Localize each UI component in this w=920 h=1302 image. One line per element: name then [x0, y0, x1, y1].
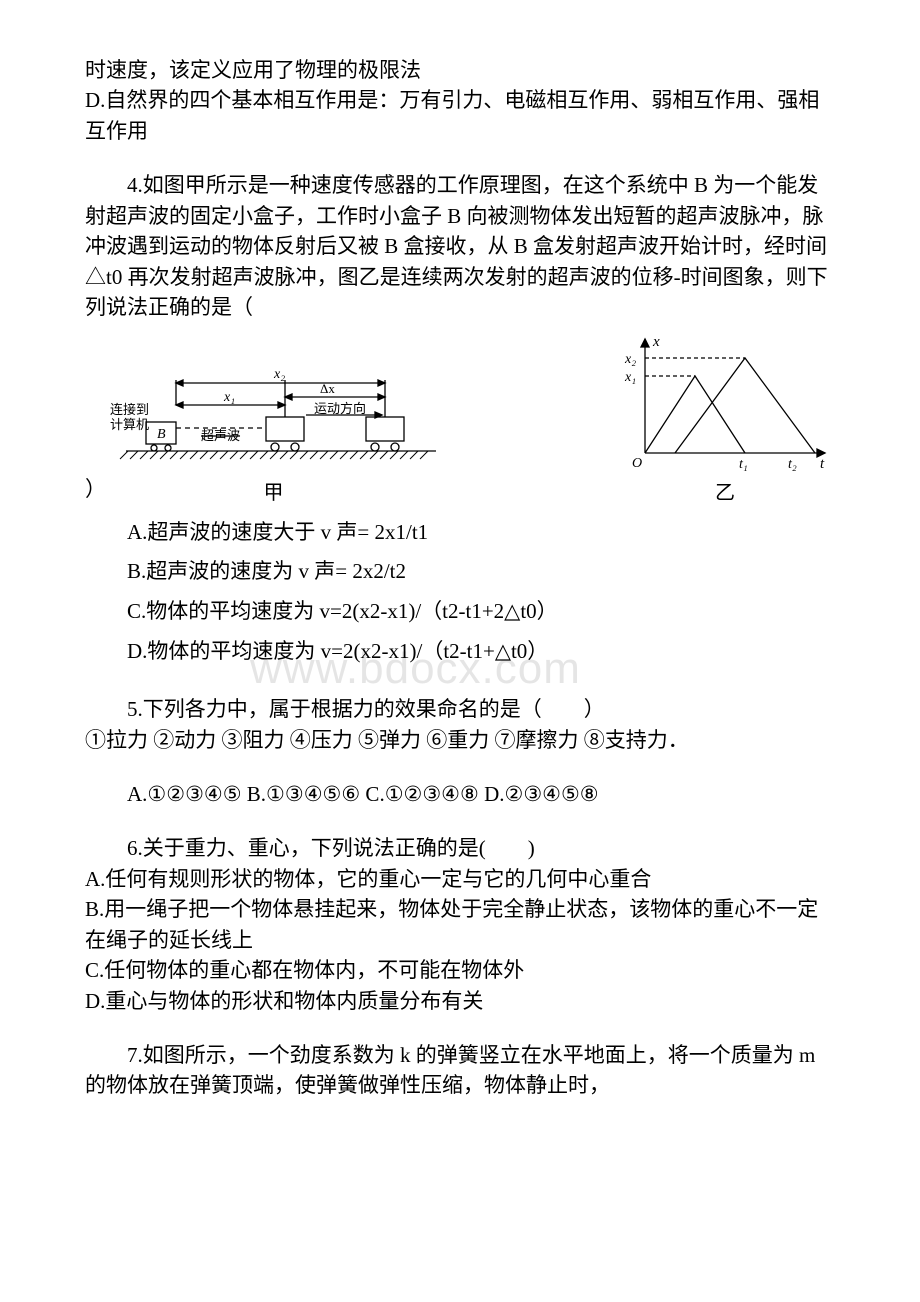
tick-x2: x₂ [624, 352, 636, 367]
q6-optB: B.用一绳子把一个物体悬挂起来，物体处于完全静止状态，该物体的重心不一定在绳子的… [85, 894, 835, 955]
label-dir: 运动方向 [314, 401, 366, 416]
q4-fig2-col: x x₂ x₁ O t₁ t₂ t 乙 [615, 331, 835, 505]
label-computer-l1: 连接到 [110, 402, 149, 417]
q7-stem: 7.如图所示，一个劲度系数为 k 的弹簧竖立在水平地面上，将一个质量为 m 的物… [85, 1040, 835, 1101]
q4-stem: 4.如图甲所示是一种速度传感器的工作原理图，在这个系统中 B 为一个能发射超声波… [85, 170, 835, 322]
q6-optD: D.重心与物体的形状和物体内质量分布有关 [85, 986, 835, 1016]
fig1-caption: 甲 [264, 476, 284, 505]
q6-optC: C.任何物体的重心都在物体内，不可能在物体外 [85, 955, 835, 985]
label-wave: 超声波 [201, 428, 240, 443]
q4-options: A.超声波的速度大于 v 声= 2x1/t1 B.超声波的速度为 v 声= 2x… [127, 513, 835, 673]
q3-optC-tail: 时速度，该定义应用了物理的极限法 [85, 58, 421, 82]
q4-figures: ） [85, 331, 835, 505]
page-content: 时速度，该定义应用了物理的极限法 D.自然界的四个基本相互作用是：万有引力、电磁… [85, 55, 835, 1101]
q4-close-paren: ） [85, 474, 106, 504]
label-computer-l2: 计算机 [110, 417, 149, 432]
q4-fig1-col: B 超声波 x₁ [106, 356, 441, 505]
q4-diagram-left: B 超声波 x₁ [106, 356, 441, 476]
axis-t: t [820, 456, 825, 472]
q4-optC: C.物体的平均速度为 v=2(x2-x1)/（t2-t1+2△t0） [127, 592, 835, 632]
tick-t1: t₁ [739, 457, 748, 472]
q6-optA: A.任何有规则形状的物体，它的重心一定与它的几何中心重合 [85, 864, 835, 894]
q6-stem: 6.关于重力、重心，下列说法正确的是( ) [85, 833, 835, 863]
q6-block: 6.关于重力、重心，下列说法正确的是( ) A.任何有规则形状的物体，它的重心一… [85, 833, 835, 1016]
label-dx: Δx [320, 381, 335, 396]
q5-opts: A.①②③④⑤ B.①③④⑤⑥ C.①②③④⑧ D.②③④⑤⑧ [85, 779, 835, 809]
q4-optB: B.超声波的速度为 v 声= 2x2/t2 [127, 552, 835, 592]
q5-block: 5.下列各力中，属于根据力的效果命名的是（ ） ①拉力 ②动力 ③阻力 ④压力 … [85, 694, 835, 755]
tick-t2: t₂ [788, 457, 797, 472]
q3-optD: D.自然界的四个基本相互作用是：万有引力、电磁相互作用、弱相互作用、强相互作用 [85, 88, 819, 142]
q5-items: ①拉力 ②动力 ③阻力 ④压力 ⑤弹力 ⑥重力 ⑦摩擦力 ⑧支持力． [85, 725, 835, 755]
label-B: B [157, 427, 166, 442]
q5-stem: 5.下列各力中，属于根据力的效果命名的是（ ） [85, 694, 835, 724]
fig2-caption: 乙 [715, 476, 735, 505]
tick-x1: x₁ [624, 370, 636, 385]
q4-optA: A.超声波的速度大于 v 声= 2x1/t1 [127, 513, 835, 553]
axis-x: x [652, 334, 660, 350]
label-x1: x₁ [223, 390, 235, 405]
q4-optD: D.物体的平均速度为 v=2(x2-x1)/（t2-t1+△t0） [127, 632, 835, 672]
q3-tail: 时速度，该定义应用了物理的极限法 D.自然界的四个基本相互作用是：万有引力、电磁… [85, 55, 835, 146]
label-x2: x₂ [273, 367, 285, 382]
origin: O [632, 456, 642, 471]
q4-diagram-right: x x₂ x₁ O t₁ t₂ t [615, 331, 835, 476]
